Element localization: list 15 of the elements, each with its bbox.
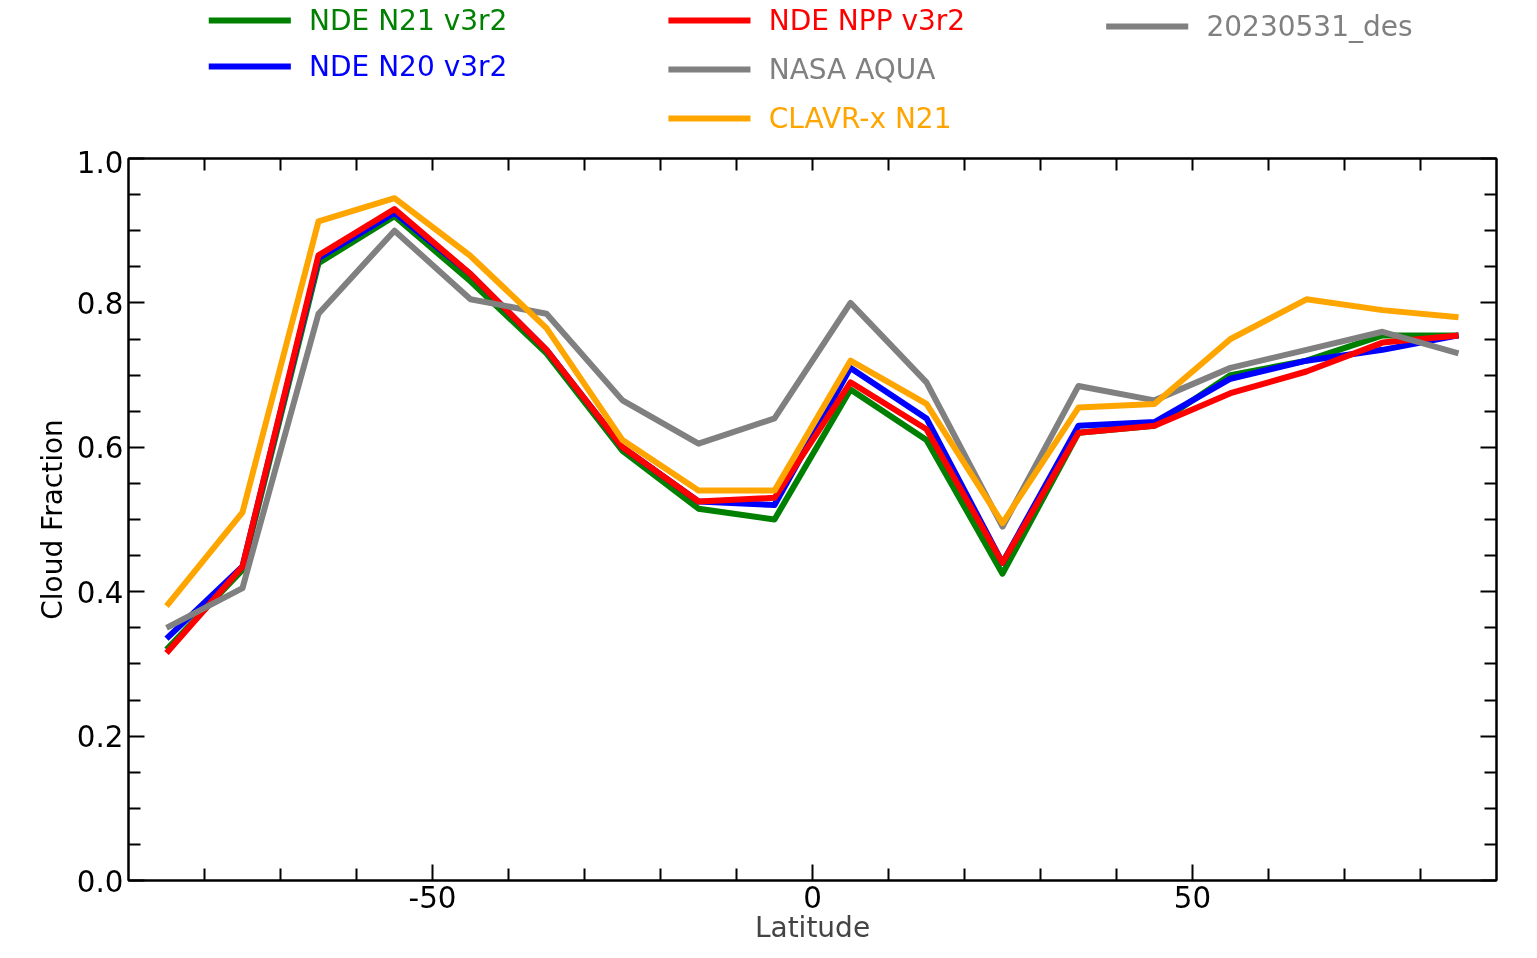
y-tick-label: 0.8 bbox=[76, 286, 124, 321]
legend-title: 20230531_des bbox=[1206, 10, 1413, 43]
y-tick-label: 1.0 bbox=[76, 145, 124, 180]
x-tick-label: -50 bbox=[408, 880, 457, 915]
legend-label: NASA AQUA bbox=[768, 53, 936, 86]
x-tick-label: 50 bbox=[1173, 880, 1212, 915]
legend-label: NDE N20 v3r2 bbox=[309, 50, 508, 83]
y-tick-label: 0.4 bbox=[76, 575, 124, 610]
legend-label: NDE N21 v3r2 bbox=[309, 4, 508, 37]
y-tick-label: 0.0 bbox=[76, 864, 124, 899]
legend-label: NDE NPP v3r2 bbox=[768, 4, 966, 37]
y-axis-title: Cloud Fraction bbox=[35, 419, 69, 620]
legend-label: CLAVR-x N21 bbox=[768, 102, 952, 135]
y-tick-label: 0.2 bbox=[76, 720, 124, 755]
y-tick-label: 0.6 bbox=[76, 431, 124, 466]
